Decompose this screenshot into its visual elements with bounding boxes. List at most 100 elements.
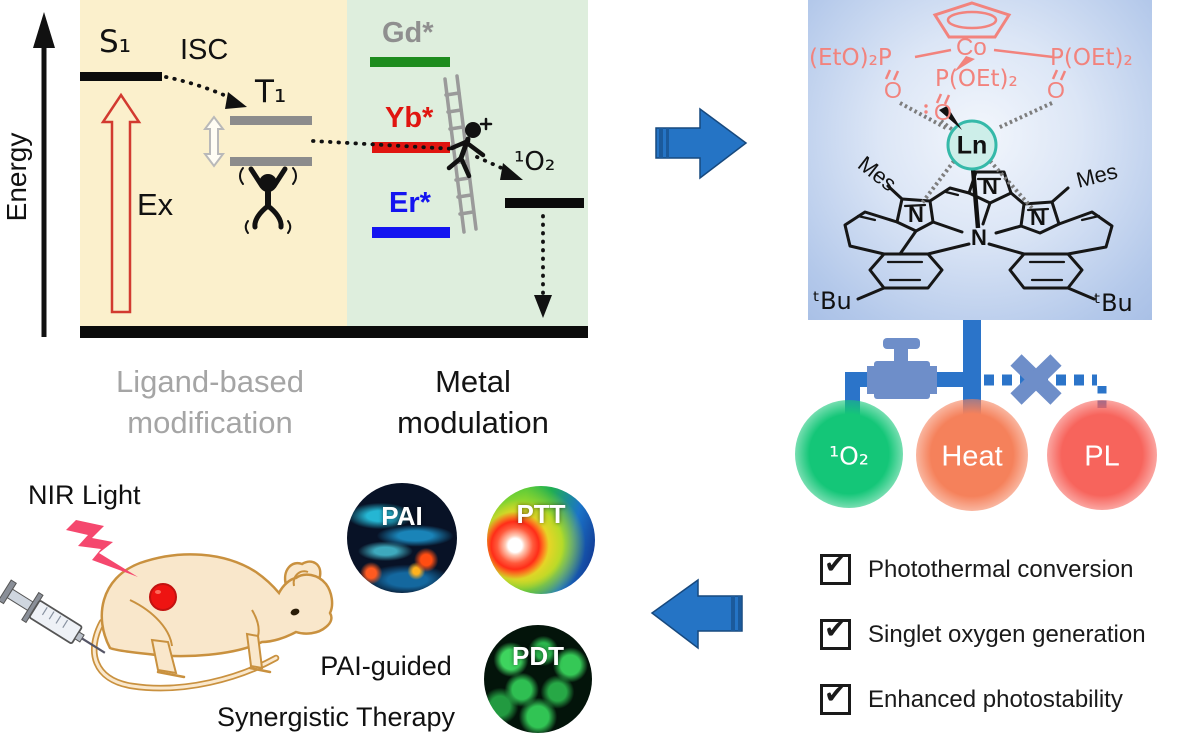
- mouse-body: [100, 553, 334, 658]
- s1-level-bar: [80, 72, 162, 81]
- tumor-spot: [149, 583, 177, 611]
- mouse-hind-foot: [156, 670, 186, 679]
- phosphonate-center-label: P(OEt)₂: [935, 66, 1018, 92]
- mouse-ear-inner-line: [292, 570, 309, 587]
- heat-output-circle: [916, 399, 1028, 511]
- mouse-haunch-line: [129, 599, 173, 647]
- n-left-label: N: [908, 202, 924, 227]
- checkmark-icon: ✔: [824, 614, 847, 645]
- phosphonate-bonds: [884, 48, 1067, 105]
- checkbox-icon: ✔: [820, 549, 851, 585]
- therapy-caption-line2: Synergistic Therapy: [216, 702, 456, 732]
- arrow-left-icon: [650, 578, 743, 650]
- ex-label: Ex: [137, 187, 174, 222]
- mouse-tail-inner: [92, 620, 278, 690]
- singlet-oxygen-level-label: ¹O₂: [514, 147, 556, 177]
- isc-label: ISC: [180, 34, 229, 66]
- singlet-oxygen-level-bar: [505, 198, 584, 208]
- cp-ring-icon: [932, 1, 1012, 39]
- tbu-right-label: ᵗBu: [1094, 289, 1133, 317]
- vibration-double-arrow-icon: [203, 115, 225, 168]
- isc-dotted-arrow: [164, 75, 235, 101]
- ladder-icon: [443, 74, 478, 234]
- energy-axis-label: Energy: [1, 132, 32, 222]
- checkmark-icon: ✔: [824, 679, 847, 710]
- checkbox-icon: ✔: [820, 614, 851, 650]
- checklist-label: Singlet oxygen generation: [868, 620, 1146, 648]
- ln-n-hash-bonds: [920, 159, 1034, 210]
- t1-to-yb-dotted-line: [311, 139, 457, 151]
- isc-arrowhead: [225, 92, 247, 109]
- ptt-label: PTT: [516, 499, 566, 529]
- t1-lower-bar: [230, 157, 312, 166]
- heat-output-label: Heat: [941, 440, 1003, 473]
- mouse-eye: [290, 608, 300, 616]
- tumor-highlight: [155, 590, 161, 594]
- excitation-arrow: [100, 92, 142, 314]
- arrow-right-stripe: [659, 128, 663, 158]
- checkbox-icon: ✔: [820, 679, 851, 715]
- arrow-right-icon: [655, 107, 748, 180]
- cp-ring-inner-ellipse: [946, 10, 998, 30]
- metal-caption-line2: modulation: [397, 405, 549, 440]
- hanging-person-icon: [239, 166, 297, 234]
- phosphonate-left-label: (EtO)₂P: [809, 45, 892, 71]
- checklist-label: Enhanced photostability: [868, 685, 1123, 713]
- nir-lightning-bolt-icon: [66, 520, 138, 577]
- checklist-row-photostability: ✔ Enhanced photostability: [820, 679, 1123, 715]
- gd-level-bar: [370, 57, 450, 67]
- ln-n-axial-bond: [970, 167, 981, 229]
- pl-output-circle: [1047, 400, 1157, 510]
- co-p-wedge-bond: [954, 56, 975, 72]
- pai-label: PAI: [381, 501, 423, 531]
- pl-output-label: PL: [1084, 440, 1120, 473]
- heat-pipe: [963, 320, 981, 416]
- n-right-label: N: [1030, 205, 1046, 230]
- tbu-left-label: ᵗBu: [813, 287, 852, 315]
- arrow-left-stripe: [731, 596, 735, 631]
- checklist-row-photothermal: ✔ Photothermal conversion: [820, 549, 1133, 585]
- t1-label: T₁: [255, 74, 287, 110]
- mouse-hind-leg: [150, 638, 178, 675]
- climbing-person-icon: [446, 117, 493, 179]
- pdt-image-circle: [484, 625, 592, 733]
- ligand-caption-line1: Ligand-based: [116, 364, 304, 399]
- ptt-image-circle: [487, 486, 595, 594]
- singlet-oxygen-output-label: ¹O₂: [829, 441, 869, 471]
- arrow-right-stripe: [666, 128, 669, 158]
- oxygen-right-label: O: [1047, 77, 1065, 103]
- lanthanide-label: Ln: [956, 131, 988, 160]
- cobalt-label: Co: [956, 34, 987, 61]
- er-label: Er*: [389, 187, 431, 219]
- singlet-oxygen-output-circle: [795, 400, 903, 508]
- syringe-icon: [0, 579, 106, 654]
- complex-structure: [843, 1, 1114, 301]
- mouse-shoulder-line: [251, 609, 260, 637]
- er-level-bar: [372, 227, 450, 238]
- mouse-front-foot: [248, 666, 272, 674]
- double-bond-ticks: [856, 177, 1101, 282]
- s1-label: S₁: [99, 24, 132, 60]
- checklist-row-singlet-oxygen: ✔ Singlet oxygen generation: [820, 614, 1146, 650]
- energy-axis-arrowhead: [33, 12, 55, 48]
- ln-metal-circle: [946, 119, 998, 171]
- o2-transfer-arrowhead: [500, 163, 523, 180]
- yb-to-o2-dotted-line: [475, 155, 508, 172]
- oxygen-left-label: O: [884, 77, 902, 103]
- mouse-front-leg: [245, 632, 264, 670]
- phosphonate-right-label: P(OEt)₂: [1050, 45, 1133, 71]
- valve-icon: [867, 338, 937, 399]
- energy-diagram: [33, 0, 588, 338]
- therapy-caption-line1: PAI-guided: [320, 651, 452, 681]
- mouse-illustration: [91, 553, 334, 692]
- ligand-caption-line2: modification: [127, 405, 293, 440]
- arrow-left-stripe: [738, 596, 741, 631]
- lone-pair-dot: [924, 110, 928, 114]
- pai-image-circle: [347, 483, 457, 593]
- oxygen-center-label: O: [934, 99, 952, 125]
- o-ln-wedge-bond: [939, 106, 962, 130]
- nir-light-label: NIR Light: [28, 480, 141, 510]
- metal-caption-line1: Metal: [435, 364, 511, 399]
- ligand-panel: [80, 0, 347, 338]
